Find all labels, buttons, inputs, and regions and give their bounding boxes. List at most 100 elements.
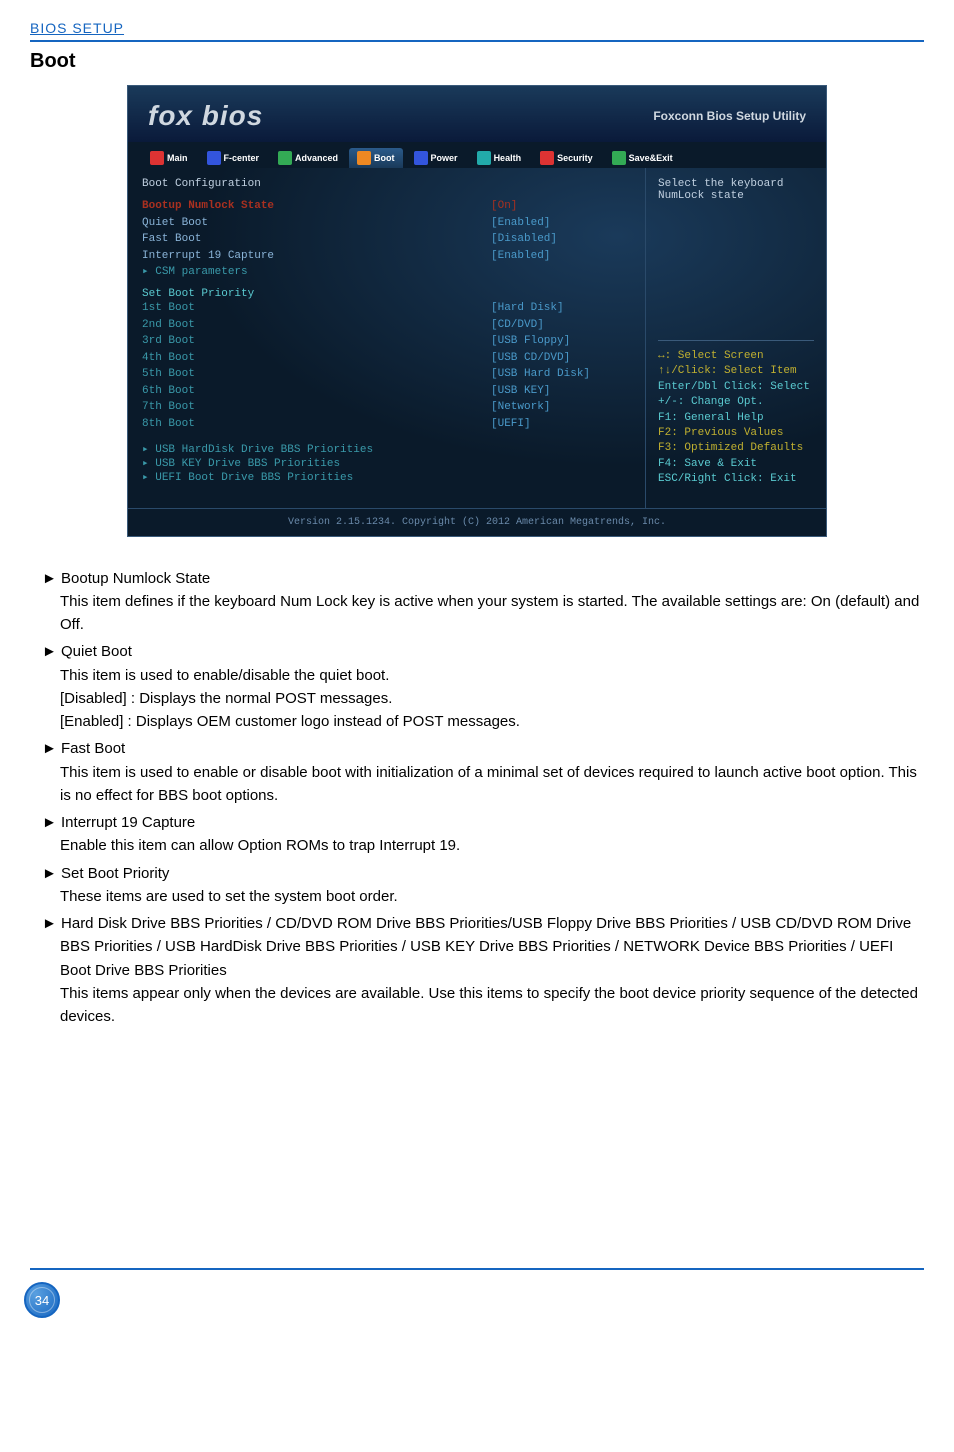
- doc-item-title: ► Quiet Boot: [60, 640, 924, 663]
- config-row: 3rd Boot[USB Floppy]: [142, 333, 631, 350]
- bbs-priority-item: ▸ USB KEY Drive BBS Priorities: [142, 456, 631, 470]
- bios-utility-label: Foxconn Bios Setup Utility: [653, 109, 806, 123]
- bbs-priority-item: ▸ UEFI Boot Drive BBS Priorities: [142, 470, 631, 484]
- bbs-priority-item: ▸ USB HardDisk Drive BBS Priorities: [142, 442, 631, 456]
- tab-label: Security: [557, 153, 593, 163]
- config-label: 6th Boot: [142, 383, 491, 400]
- tab-main: Main: [142, 148, 196, 168]
- boot-priority-title: Set Boot Priority: [142, 288, 631, 300]
- doc-item-body: This item defines if the keyboard Num Lo…: [60, 590, 924, 637]
- bios-left-pane: Boot Configuration Bootup Numlock State[O…: [128, 168, 646, 508]
- config-label: 1st Boot: [142, 300, 491, 317]
- config-title: Boot Configuration: [142, 178, 631, 190]
- config-label: 3rd Boot: [142, 333, 491, 350]
- config-label: 4th Boot: [142, 350, 491, 367]
- bios-version: Version 2.15.1234. Copyright (C) 2012 Am…: [128, 508, 826, 536]
- tab-security: Security: [532, 148, 601, 168]
- config-label: 5th Boot: [142, 366, 491, 383]
- csm-parameters: ▸ CSM parameters: [142, 264, 631, 278]
- tab-save&exit: Save&Exit: [604, 148, 681, 168]
- tab-icon: [278, 151, 292, 165]
- tab-icon: [477, 151, 491, 165]
- page-footer: 34: [30, 1268, 924, 1318]
- config-label: 2nd Boot: [142, 317, 491, 334]
- config-value: [On]: [491, 198, 631, 215]
- help-key-hint: F1: General Help: [658, 411, 814, 426]
- config-row: 1st Boot[Hard Disk]: [142, 300, 631, 317]
- config-value: [USB Hard Disk]: [491, 366, 631, 383]
- tab-advanced: Advanced: [270, 148, 346, 168]
- config-value: [USB KEY]: [491, 383, 631, 400]
- doc-item: ► Bootup Numlock StateThis item defines …: [30, 567, 924, 637]
- bios-body: Boot Configuration Bootup Numlock State[O…: [128, 168, 826, 508]
- doc-item: ► Hard Disk Drive BBS Priorities / CD/DV…: [30, 912, 924, 1028]
- doc-item-title: ► Fast Boot: [60, 737, 924, 760]
- tab-power: Power: [406, 148, 466, 168]
- config-label: 7th Boot: [142, 399, 491, 416]
- config-value: [Hard Disk]: [491, 300, 631, 317]
- config-label: 8th Boot: [142, 416, 491, 433]
- tab-icon: [150, 151, 164, 165]
- help-text: Select the keyboard: [658, 178, 814, 190]
- bios-tabs: Main F-center Advanced BootPowerHealth Secur…: [128, 142, 826, 168]
- config-value: [Disabled]: [491, 231, 631, 248]
- config-row: Interrupt 19 Capture[Enabled]: [142, 248, 631, 265]
- doc-item-body: This item is used to enable or disable b…: [60, 761, 924, 808]
- doc-item-title: ► Bootup Numlock State: [60, 567, 924, 590]
- page-number: 34: [24, 1282, 60, 1318]
- doc-item-body: [Enabled] : Displays OEM customer logo i…: [60, 710, 924, 733]
- tab-label: Main: [167, 153, 188, 163]
- config-row: 7th Boot[Network]: [142, 399, 631, 416]
- doc-item: ► Quiet BootThis item is used to enable/…: [30, 640, 924, 733]
- help-key-hint: ↑↓/Click: Select Item: [658, 364, 814, 379]
- config-value: [Enabled]: [491, 215, 631, 232]
- doc-item: ► Fast BootThis item is used to enable o…: [30, 737, 924, 807]
- section-title: Boot: [30, 50, 924, 73]
- tab-icon: [540, 151, 554, 165]
- help-key-hint: F4: Save & Exit: [658, 457, 814, 472]
- doc-item-title: ► Hard Disk Drive BBS Priorities / CD/DV…: [60, 912, 924, 982]
- config-value: [Enabled]: [491, 248, 631, 265]
- bios-header: fox bios Foxconn Bios Setup Utility: [128, 86, 826, 142]
- tab-label: Save&Exit: [629, 153, 673, 163]
- tab-label: Advanced: [295, 153, 338, 163]
- doc-item-body: [Disabled] : Displays the normal POST me…: [60, 687, 924, 710]
- tab-icon: [612, 151, 626, 165]
- help-key-hint: F2: Previous Values: [658, 426, 814, 441]
- doc-item: ► Set Boot PriorityThese items are used …: [30, 862, 924, 909]
- config-value: [Network]: [491, 399, 631, 416]
- config-row: Quiet Boot[Enabled]: [142, 215, 631, 232]
- help-key-hint: ↔: Select Screen: [658, 349, 814, 364]
- help-key-hint: +/-: Change Opt.: [658, 395, 814, 410]
- config-value: [UEFI]: [491, 416, 631, 433]
- config-label: Fast Boot: [142, 231, 491, 248]
- bios-screenshot: fox bios Foxconn Bios Setup Utility Main…: [127, 85, 827, 537]
- doc-item: ► Interrupt 19 CaptureEnable this item c…: [30, 811, 924, 858]
- tab-icon: [414, 151, 428, 165]
- tab-label: F-center: [224, 153, 260, 163]
- tab-icon: [357, 151, 371, 165]
- config-row: 5th Boot[USB Hard Disk]: [142, 366, 631, 383]
- bios-help-pane: Select the keyboardNumLock state ↔: Selec…: [646, 168, 826, 508]
- header-link[interactable]: BIOS SETUP: [30, 20, 124, 36]
- config-label: Interrupt 19 Capture: [142, 248, 491, 265]
- doc-item-body: This items appear only when the devices …: [60, 982, 924, 1029]
- config-row: Bootup Numlock State[On]: [142, 198, 631, 215]
- config-value: [USB Floppy]: [491, 333, 631, 350]
- help-divider: [658, 340, 814, 341]
- tab-icon: [207, 151, 221, 165]
- tab-boot: Boot: [349, 148, 403, 168]
- config-label: Quiet Boot: [142, 215, 491, 232]
- doc-item-body: These items are used to set the system b…: [60, 885, 924, 908]
- content: ► Bootup Numlock StateThis item defines …: [30, 567, 924, 1029]
- doc-item-body: Enable this item can allow Option ROMs t…: [60, 834, 924, 857]
- config-value: [USB CD/DVD]: [491, 350, 631, 367]
- config-label: Bootup Numlock State: [142, 198, 491, 215]
- header-rule: [30, 40, 924, 42]
- help-text: NumLock state: [658, 190, 814, 202]
- help-key-hint: Enter/Dbl Click: Select: [658, 380, 814, 395]
- config-row: Fast Boot[Disabled]: [142, 231, 631, 248]
- config-value: [CD/DVD]: [491, 317, 631, 334]
- help-key-hint: F3: Optimized Defaults: [658, 441, 814, 456]
- tab-health: Health: [469, 148, 530, 168]
